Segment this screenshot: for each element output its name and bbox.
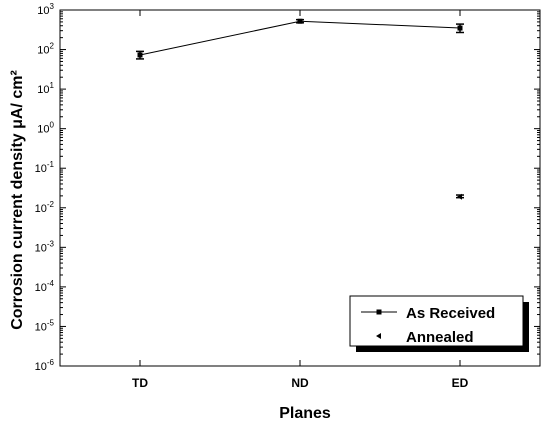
legend: As Received Annealed bbox=[349, 295, 529, 352]
x-tick-label: ND bbox=[291, 376, 309, 390]
data-point-annealed bbox=[457, 193, 462, 200]
x-tick-label: TD bbox=[132, 376, 148, 390]
y-tick-label: 102 bbox=[37, 42, 54, 57]
x-axis-title: Planes bbox=[279, 405, 331, 422]
x-tick-label: ED bbox=[452, 376, 469, 390]
y-tick-label: 103 bbox=[37, 2, 54, 17]
y-tick-label: 100 bbox=[37, 121, 54, 136]
y-tick-label: 10-4 bbox=[35, 279, 55, 294]
legend-label-as-received: As Received bbox=[406, 305, 495, 322]
y-tick-label: 10-1 bbox=[35, 160, 55, 175]
y-tick-label: 10-6 bbox=[35, 358, 55, 373]
legend-label-annealed: Annealed bbox=[406, 329, 474, 346]
data-point-as-received bbox=[137, 52, 143, 58]
legend-marker-as-received bbox=[376, 309, 382, 315]
legend-marker-annealed bbox=[376, 333, 381, 339]
series-layer bbox=[136, 18, 464, 200]
y-tick-label: 10-3 bbox=[35, 239, 55, 254]
data-point-as-received bbox=[457, 25, 463, 31]
y-tick-label: 101 bbox=[37, 81, 54, 96]
y-axis-title: Corrosion current density μA/ cm² bbox=[9, 70, 26, 330]
series-line-as-received bbox=[139, 20, 461, 56]
y-tick-label: 10-5 bbox=[35, 318, 55, 333]
axes: 10-6 10-5 10-4 10-3 10-2 10-1 100 101 102 103 TD ND… bbox=[35, 2, 541, 390]
y-tick-label: 10-2 bbox=[35, 200, 55, 215]
data-point-as-received bbox=[297, 18, 303, 24]
